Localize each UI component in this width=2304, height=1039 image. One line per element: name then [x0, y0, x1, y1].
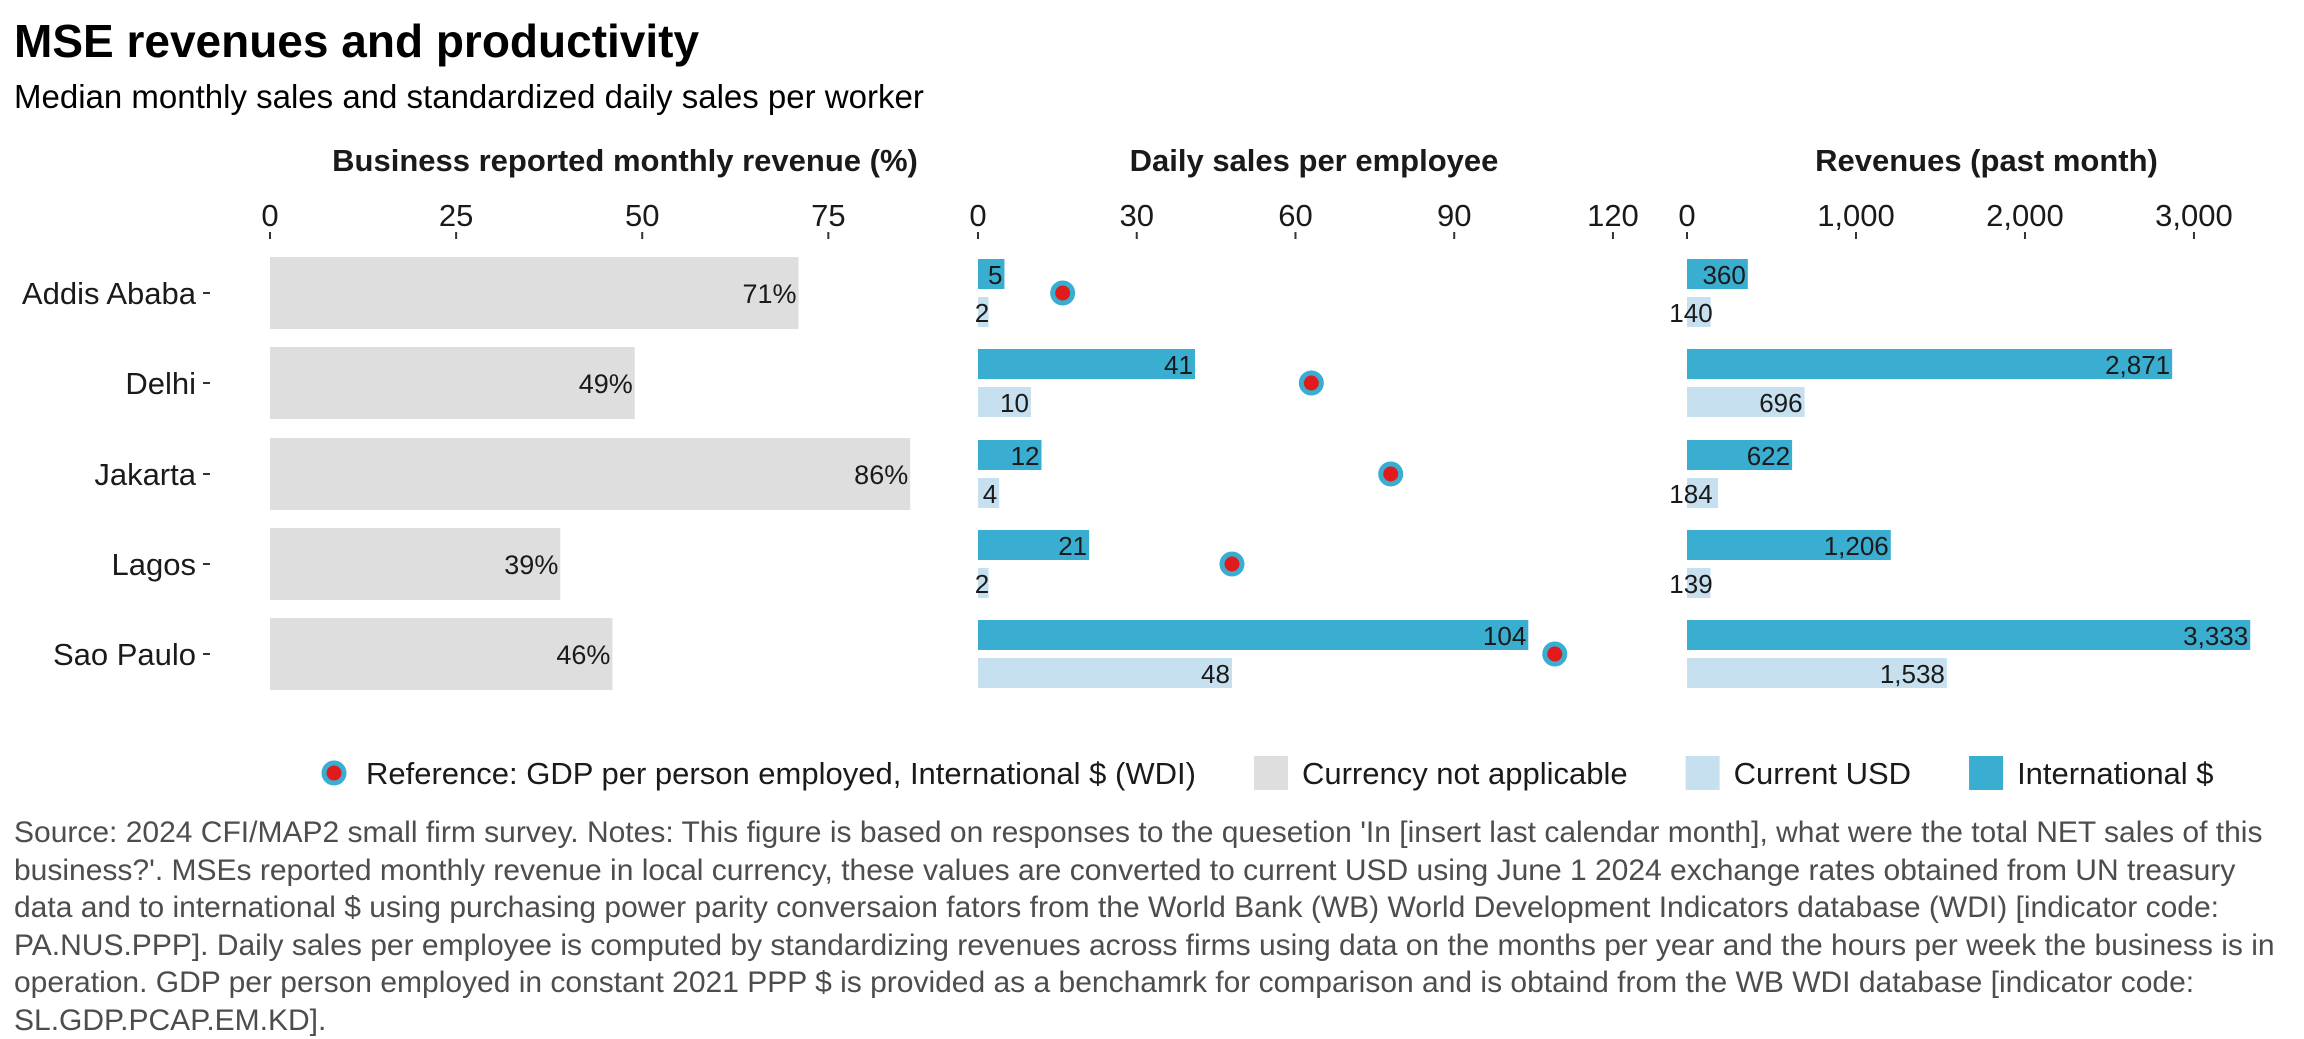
bar-data-label: 39% — [504, 550, 558, 580]
reference-point — [1542, 641, 1568, 667]
legend-item-current-usd: Current USD — [1685, 756, 1911, 791]
x-tick-label: 120 — [1587, 198, 1639, 233]
x-tick-label: 75 — [811, 198, 845, 233]
reference-point — [1219, 551, 1245, 577]
legend-swatch — [1969, 756, 2004, 790]
bar-data-label: 46% — [556, 640, 610, 670]
bar-international — [1687, 259, 1748, 289]
bar-data-label: 1,538 — [1880, 659, 1945, 689]
bar-data-label: 2 — [975, 298, 989, 328]
bar-data-label: 622 — [1747, 441, 1790, 471]
bar-current-usd — [1687, 387, 1805, 417]
bar-data-label: 4 — [983, 479, 997, 509]
bar-current-usd — [978, 568, 989, 598]
reference-point — [1378, 461, 1404, 487]
legend-label: Current USD — [1734, 756, 1911, 791]
bar-data-label: 21 — [1058, 531, 1087, 561]
bar-international — [978, 349, 1195, 379]
bar-current-usd — [1687, 568, 1711, 598]
bar-international — [978, 259, 1005, 289]
category-label: Delhi — [125, 366, 196, 401]
legend-swatch-reference — [321, 760, 347, 786]
bar-current-usd — [978, 658, 1232, 688]
x-tick-label: 0 — [261, 198, 278, 233]
x-tick-label: 30 — [1119, 198, 1153, 233]
category-label: Addis Ababa — [22, 276, 197, 311]
bar-data-label: 360 — [1702, 260, 1745, 290]
panel-title: Revenues (past month) — [1815, 143, 2158, 178]
legend-item-international: International $ — [1969, 756, 2214, 791]
bar-data-label: 139 — [1669, 569, 1712, 599]
bar-current-usd — [1687, 658, 1947, 688]
bar-data-label: 696 — [1759, 388, 1802, 418]
bar-data-label: 41 — [1164, 350, 1193, 380]
bar-data-label: 12 — [1011, 441, 1040, 471]
bar-data-label: 48 — [1201, 659, 1230, 689]
bar-current-usd — [978, 387, 1031, 417]
reference-point — [1050, 280, 1076, 306]
legend-item-not-applicable: Currency not applicable — [1253, 756, 1628, 791]
bar-international — [978, 530, 1090, 560]
source-note: Source: 2024 CFI/MAP2 small firm survey.… — [14, 816, 2275, 1037]
bar-not-applicable — [270, 438, 911, 510]
x-tick-label: 2,000 — [1986, 198, 2064, 233]
chart-legend: Reference: GDP per person employed, Inte… — [321, 756, 2214, 791]
panel-title: Daily sales per employee — [1130, 143, 1499, 178]
bar-data-label: 2,871 — [2105, 350, 2170, 380]
panel-2: Daily sales per employee 0 30 60 90 120 5 41 12 2… — [969, 143, 1638, 689]
bar-not-applicable — [270, 347, 635, 419]
legend-item-reference: Reference: GDP per person employed, Inte… — [321, 756, 1196, 791]
bar-data-label: 86% — [854, 460, 908, 490]
bar-data-label: 10 — [1000, 388, 1029, 418]
panel-3: Revenues (past month) 0 1,000 2,000 3,000 360… — [1669, 143, 2251, 689]
legend-label: Reference: GDP per person employed, Inte… — [366, 756, 1196, 791]
bar-data-label: 184 — [1669, 479, 1712, 509]
legend-swatch — [1685, 756, 1720, 790]
bar-data-label: 3,333 — [2183, 621, 2248, 651]
reference-point — [1298, 370, 1324, 396]
legend-label: International $ — [2017, 756, 2213, 791]
x-tick-label: 0 — [969, 198, 986, 233]
bar-data-label: 5 — [988, 260, 1002, 290]
x-tick-label: 25 — [439, 198, 473, 233]
x-tick-label: 90 — [1437, 198, 1471, 233]
bar-international — [1687, 530, 1891, 560]
x-tick-label: 60 — [1278, 198, 1312, 233]
x-tick-label: 3,000 — [2155, 198, 2233, 233]
bar-data-label: 71% — [743, 279, 797, 309]
x-tick-label: 0 — [1678, 198, 1695, 233]
legend-swatch — [1253, 756, 1288, 790]
chart-subtitle: Median monthly sales and standardized da… — [14, 78, 924, 115]
bar-data-label: 49% — [579, 369, 633, 399]
category-label: Sao Paulo — [53, 637, 196, 672]
bar-current-usd — [1687, 478, 1719, 508]
bar-data-label: 1,206 — [1824, 531, 1889, 561]
bar-not-applicable — [270, 618, 613, 690]
category-label: Lagos — [112, 547, 196, 582]
bar-not-applicable — [270, 257, 799, 329]
bar-international — [1687, 349, 2173, 379]
x-tick-label: 50 — [625, 198, 659, 233]
bar-data-label: 140 — [1669, 298, 1712, 328]
bar-international — [978, 620, 1529, 650]
bar-not-applicable — [270, 528, 561, 600]
bar-current-usd — [978, 297, 989, 327]
x-tick-label: 1,000 — [1817, 198, 1895, 233]
bar-international — [1687, 620, 2251, 650]
category-label: Jakarta — [94, 457, 196, 492]
panel-title: Business reported monthly revenue (%) — [332, 143, 918, 178]
category-axis: Addis Ababa Delhi Jakarta Lagos Sao Paulo — [22, 276, 210, 672]
legend-label: Currency not applicable — [1302, 756, 1628, 791]
bar-international — [1687, 440, 1793, 470]
bar-data-label: 2 — [975, 569, 989, 599]
chart-panels: Business reported monthly revenue (%)0 25… — [261, 143, 2251, 690]
bar-data-label: 104 — [1483, 621, 1526, 651]
chart-title: MSE revenues and productivity — [14, 15, 700, 67]
bar-international — [978, 440, 1042, 470]
bar-current-usd — [978, 478, 1000, 508]
bar-current-usd — [1687, 297, 1711, 327]
panel-1: Business reported monthly revenue (%) 0 25… — [261, 143, 918, 690]
